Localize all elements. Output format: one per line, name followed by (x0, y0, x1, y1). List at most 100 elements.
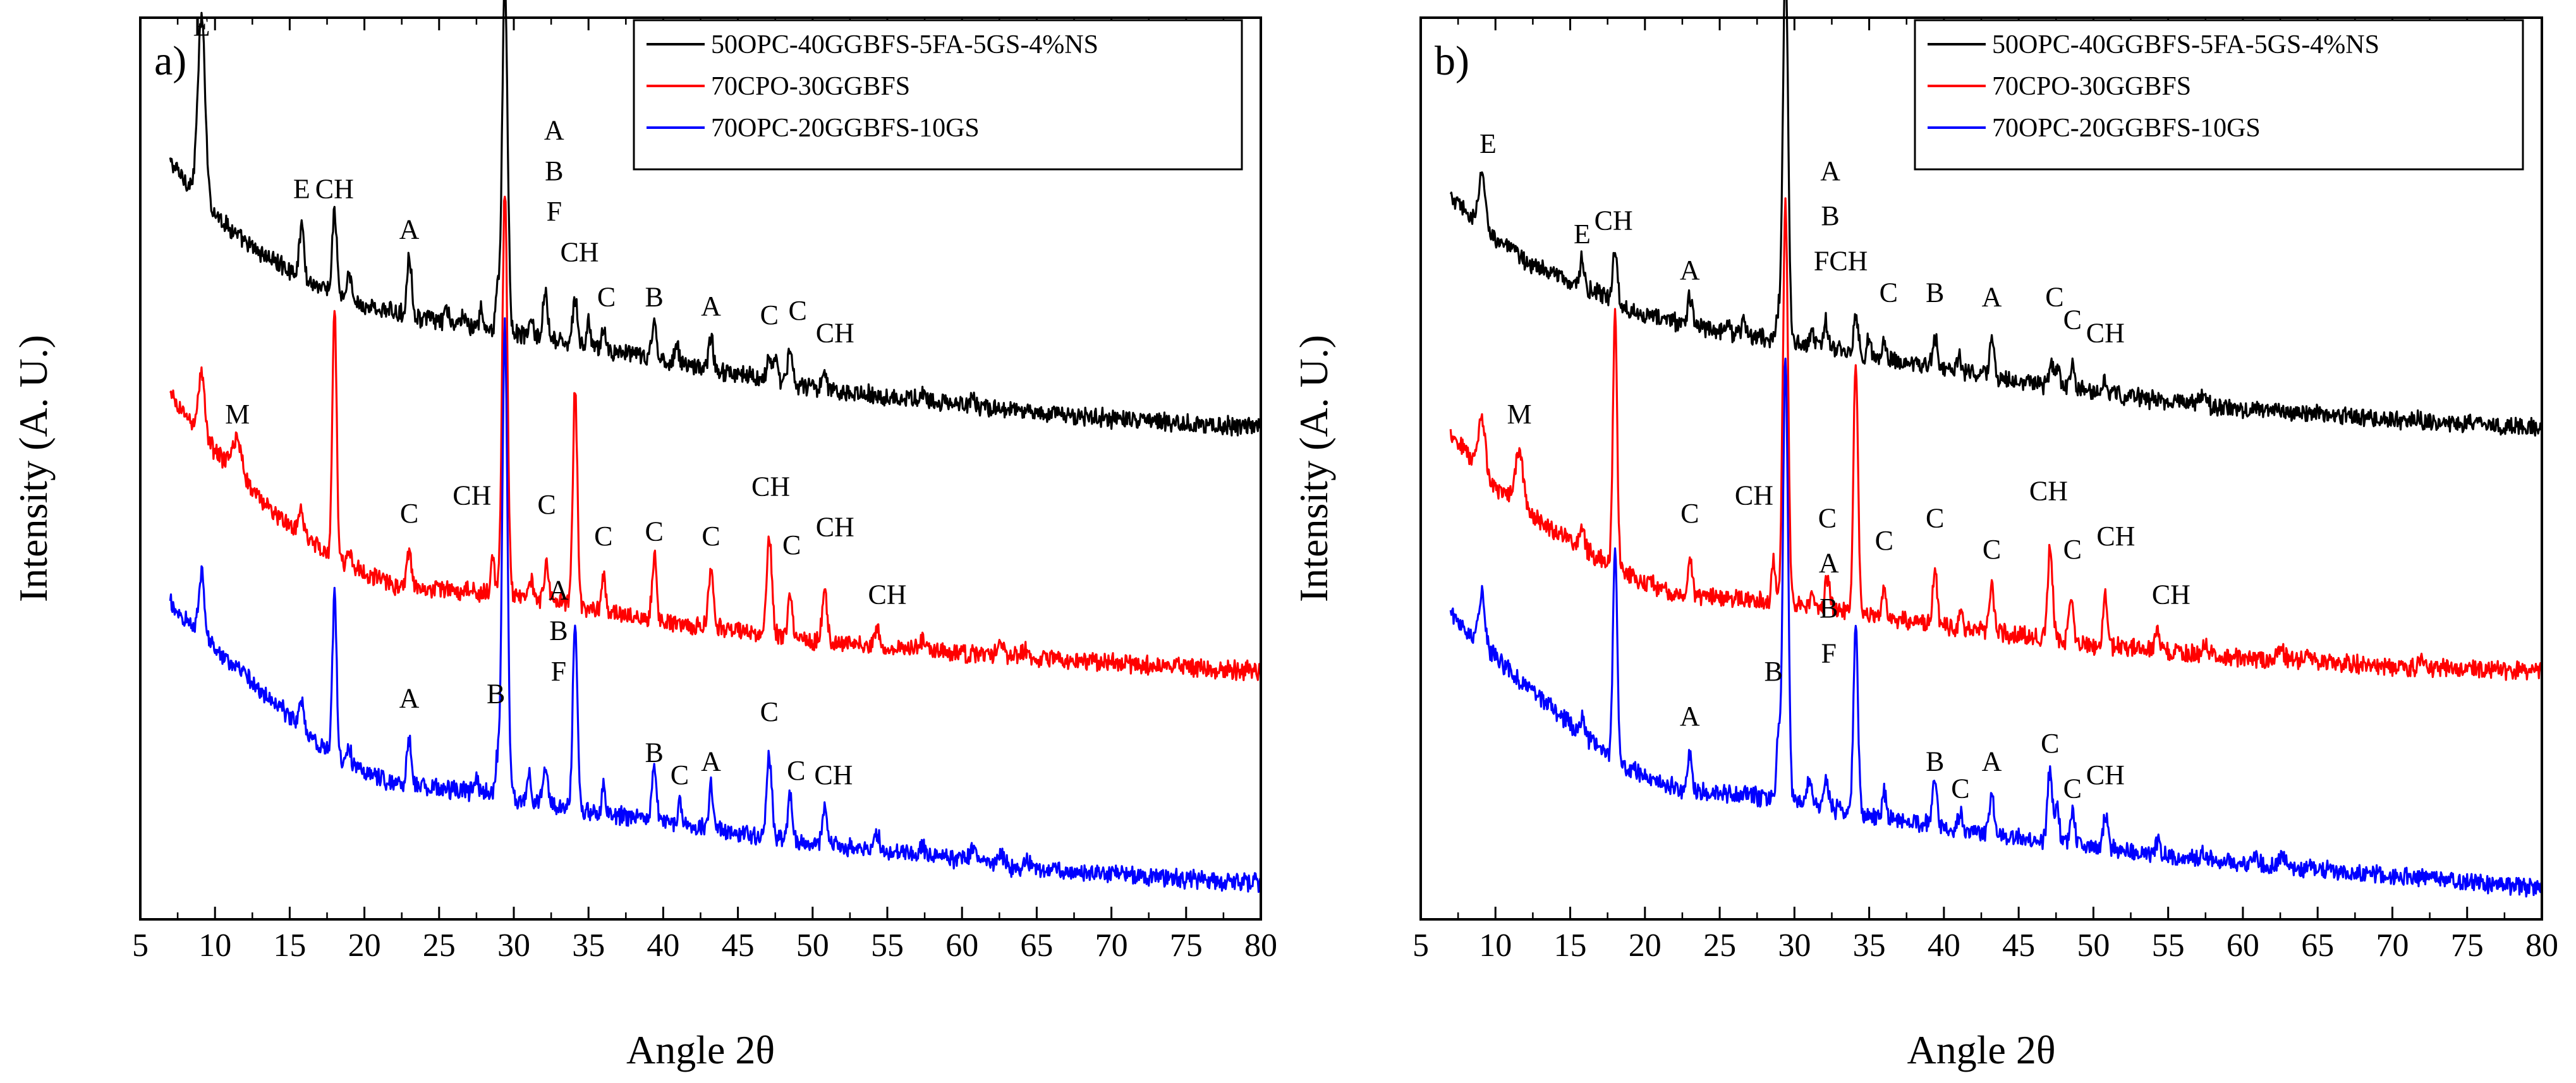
legend-entry-3: 70OPC-20GGBFS-10GS (1992, 114, 2261, 143)
peak-label: C (782, 529, 801, 560)
peak-label: E (193, 11, 210, 42)
legend-entry-2: 70CPO-30GGBFS (711, 72, 910, 101)
legend-box (1914, 19, 2524, 171)
peak-label: CH (2086, 759, 2125, 790)
peak-label: C (787, 755, 805, 786)
peak-label: C (400, 498, 418, 529)
x-axis-label: Angle 2θ (1907, 1027, 2055, 1072)
x-tick-label: 15 (1554, 928, 1587, 964)
peak-label: F (547, 196, 562, 227)
peak-label: F (1821, 638, 1836, 669)
peak-label: CH (1735, 480, 1773, 511)
peak-label: C (597, 282, 616, 313)
x-tick-label: 25 (1703, 928, 1736, 964)
x-tick-label: 60 (2227, 928, 2259, 964)
peak-label: B (549, 615, 568, 646)
x-tick-label: 50 (2077, 928, 2110, 964)
peak-label: CH (751, 471, 790, 502)
peak-label: CH (560, 236, 598, 267)
x-tick-label: 75 (2451, 928, 2484, 964)
peak-label: C (1875, 525, 1893, 556)
peak-label: B (487, 679, 505, 710)
chart-panel-b: EECHACABFCHCBACCCHMCCHCCCCCHCCHCHABABFBC… (1291, 0, 2558, 1072)
peak-label: CH (2029, 475, 2068, 506)
peak-label: B (545, 155, 563, 186)
peak-label: A (1680, 701, 1700, 732)
xrd-series-line-2 (169, 195, 1262, 681)
peak-label: C (645, 516, 664, 547)
peak-label: C (1818, 502, 1837, 533)
xrd-series-line-3 (169, 317, 1262, 893)
x-tick-label: 80 (2525, 928, 2558, 964)
peak-label: A (1819, 548, 1839, 579)
x-tick-label: 75 (1170, 928, 1203, 964)
x-tick-label: 20 (348, 928, 381, 964)
peak-label: A (399, 683, 420, 714)
x-tick-label: 10 (1479, 928, 1512, 964)
y-axis-label: Intensity (A. U.) (1291, 335, 1336, 602)
peak-label: CH (814, 759, 853, 790)
peak-label: A (701, 291, 721, 322)
x-tick-label: 5 (1413, 928, 1429, 964)
peak-label: CH (816, 318, 854, 349)
xrd-series-line-3 (1449, 358, 2543, 898)
peak-label: CH (2152, 579, 2190, 610)
peak-label: B (1926, 277, 1944, 308)
peak-label: C (2063, 773, 2082, 804)
peak-label: CH (816, 512, 854, 543)
peak-label: C (760, 696, 779, 727)
peak-label: A (1680, 255, 1700, 286)
x-tick-label: 40 (1928, 928, 1960, 964)
x-tick-label: 35 (1853, 928, 1886, 964)
x-tick-label: 60 (945, 928, 978, 964)
peak-label: C (1880, 277, 1898, 308)
x-tick-label: 70 (2376, 928, 2409, 964)
peak-label: C (2063, 304, 2082, 335)
x-tick-label: 45 (722, 928, 755, 964)
xrd-series-line-1 (1449, 0, 2543, 437)
peak-label: A (399, 214, 420, 245)
x-tick-label: 55 (871, 928, 904, 964)
x-tick-label: 25 (423, 928, 456, 964)
legend-entry-1: 50OPC-40GGBFS-5FA-5GS-4%NS (1992, 30, 2379, 59)
panel-label: b) (1435, 38, 1469, 84)
peak-label: A (1982, 746, 2002, 777)
peak-label: A (544, 115, 564, 146)
peak-label: M (1507, 399, 1532, 430)
peak-label: C (702, 521, 720, 552)
peak-label: A (1982, 282, 2002, 313)
panel-label: a) (154, 38, 186, 84)
peak-label: CH (2096, 521, 2135, 552)
peak-label: CH (315, 173, 354, 204)
x-tick-label: 55 (2152, 928, 2185, 964)
peak-label: B (645, 282, 664, 313)
peak-label: C (2041, 728, 2059, 759)
x-tick-label: 30 (497, 928, 530, 964)
peak-label: C (594, 521, 612, 552)
x-tick-label: 50 (796, 928, 829, 964)
peak-label: C (671, 759, 689, 790)
legend-entry-1: 50OPC-40GGBFS-5FA-5GS-4%NS (711, 30, 1098, 59)
x-tick-label: 65 (2301, 928, 2334, 964)
y-axis-label: Intensity (A. U.) (11, 335, 56, 602)
peak-label: E (1479, 128, 1497, 159)
peak-label: C (760, 299, 779, 330)
peak-label: FCH (1814, 246, 1868, 277)
x-tick-label: 10 (198, 928, 231, 964)
x-tick-label: 20 (1629, 928, 1662, 964)
peak-label: B (645, 737, 664, 768)
xrd-series-line-2 (1449, 197, 2543, 681)
peak-label: C (788, 295, 806, 326)
peak-label: CH (868, 579, 906, 610)
peak-label: B (1821, 200, 1839, 231)
peak-label: C (2063, 534, 2082, 565)
legend-entry-3: 70OPC-20GGBFS-10GS (711, 114, 980, 143)
peak-label: A (1820, 155, 1840, 186)
peak-label: A (549, 574, 569, 605)
peak-label: CH (1595, 205, 1633, 236)
x-tick-label: 30 (1778, 928, 1811, 964)
peak-label: C (1951, 773, 1969, 804)
peak-label: B (1765, 656, 1783, 687)
